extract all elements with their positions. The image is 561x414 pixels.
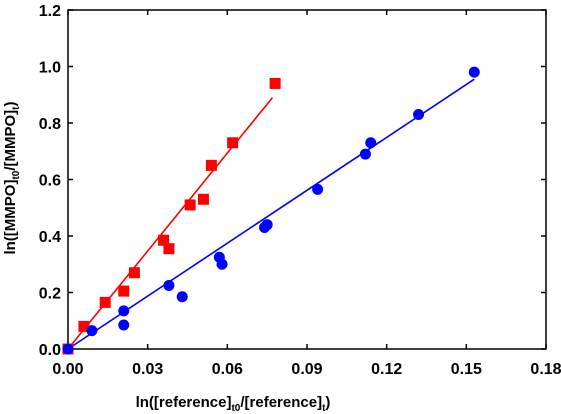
blue-circle-point	[216, 258, 228, 270]
fit-lines	[67, 78, 475, 350]
y-tick-label: 0.4	[39, 229, 61, 246]
plot-frame	[67, 9, 547, 350]
y-tick-label: 0.0	[39, 342, 61, 359]
blue-circle-point	[312, 183, 324, 195]
x-axis-title-mid: /[reference]	[240, 394, 322, 411]
blue-circle-point	[118, 305, 130, 317]
x-axis-title: ln([reference]t0/[reference]t)	[136, 394, 331, 414]
blue-circle-point	[365, 137, 377, 149]
red-square-point	[158, 234, 170, 246]
blue-circle-point	[176, 291, 188, 303]
x-tick-label: 0.15	[451, 361, 482, 378]
y-tick-label: 1.0	[39, 60, 61, 77]
y-tick-label: 0.6	[39, 173, 61, 190]
y-tick-label: 1.2	[39, 3, 61, 20]
x-tick-labels: 0.00 0.03 0.06 0.09 0.12 0.15 0.18	[52, 361, 561, 378]
blue-fit-line	[67, 78, 475, 350]
red-square-point	[99, 296, 111, 308]
x-tick-label: 0.12	[371, 361, 402, 378]
blue-circle-point	[413, 109, 425, 121]
blue-circle-point	[118, 319, 130, 331]
red-square-point	[128, 267, 140, 279]
red-square-point	[227, 137, 239, 149]
x-tick-label: 0.09	[291, 361, 322, 378]
red-square-point	[205, 159, 217, 171]
red-square-point	[78, 320, 90, 332]
y-axis-title-end: )	[2, 101, 19, 106]
blue-circle-point	[163, 279, 175, 291]
blue-circle-point	[468, 66, 480, 78]
y-tick-label: 0.2	[39, 286, 61, 303]
y-axis-title-sub1: t0	[11, 170, 22, 179]
x-tick-label: 0.18	[530, 361, 561, 378]
y-tick-label: 0.8	[39, 116, 61, 133]
y-tick-labels: 0.0 0.2 0.4 0.6 0.8 1.0 1.2	[39, 3, 61, 359]
y-axis-title-sub2: t	[11, 106, 22, 110]
blue-circle-point	[62, 343, 74, 355]
y-axis-title: ln([MMPO]t0/[MMPO]t)	[2, 101, 22, 254]
axes-frame	[67, 9, 547, 350]
red-square-point	[184, 199, 196, 211]
x-axis-title-end: )	[325, 394, 330, 411]
data-markers	[62, 66, 480, 355]
red-square-point	[197, 193, 209, 205]
x-axis-title-base: ln([reference]	[136, 394, 232, 411]
y-axis-title-mid: /[MMPO]	[2, 110, 19, 171]
blue-circle-point	[261, 219, 273, 231]
red-square-point	[269, 77, 281, 89]
y-axis-title-base: ln([MMPO]	[2, 180, 19, 255]
x-axis-title-sub2: t	[322, 403, 326, 414]
red-square-point	[118, 285, 130, 297]
x-tick-label: 0.00	[52, 361, 83, 378]
red-fit-line	[67, 97, 274, 350]
x-tick-label: 0.03	[132, 361, 163, 378]
blue-circle-point	[86, 325, 98, 337]
blue-circle-point	[359, 148, 371, 160]
x-tick-label: 0.06	[212, 361, 243, 378]
red-square-point	[163, 243, 175, 255]
tick-marks	[67, 9, 547, 350]
x-axis-title-sub1: t0	[231, 403, 240, 414]
